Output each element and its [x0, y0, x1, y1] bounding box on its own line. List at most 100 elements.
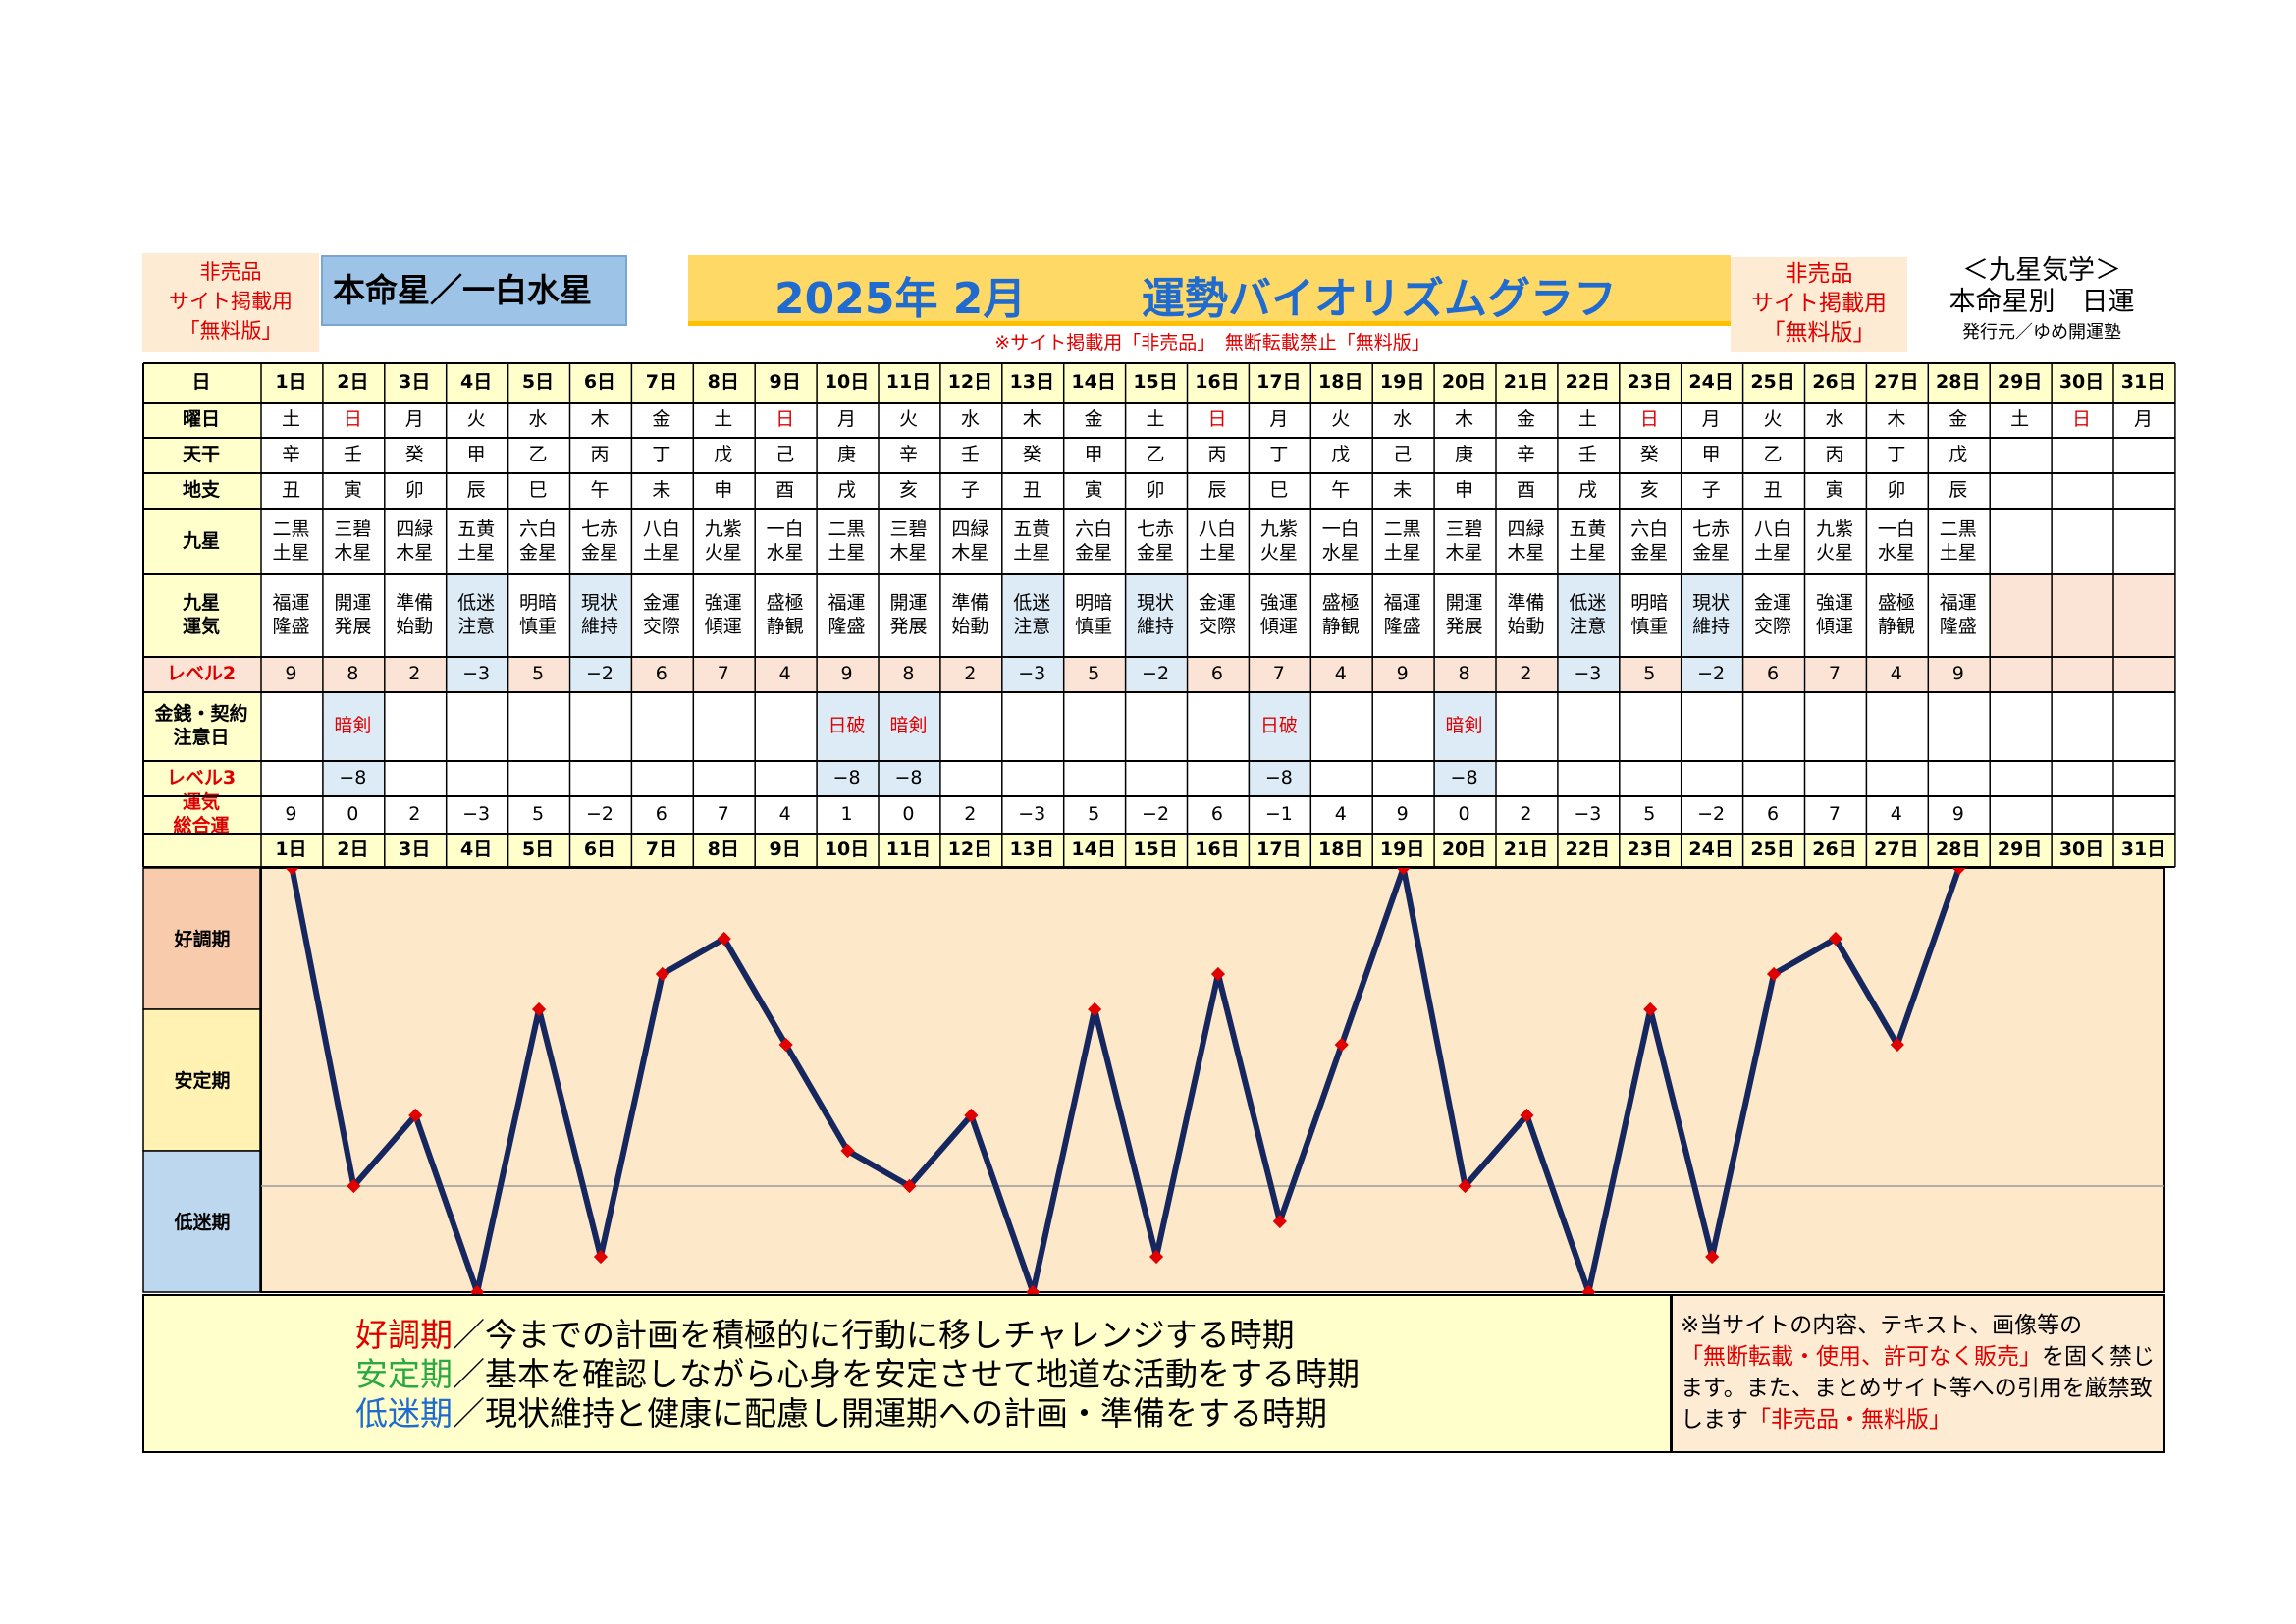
kyusei-text: 土星: [642, 541, 680, 564]
level3-cell: [1618, 760, 1681, 795]
days-cell: 24日: [1680, 362, 1742, 402]
total-cell: 4: [1865, 795, 1928, 833]
level2-cell: 2: [383, 656, 446, 691]
unki-text: 始動: [951, 616, 989, 637]
level3-cell: [507, 760, 569, 795]
money-cell: [630, 691, 693, 760]
zone-label: 好調期: [173, 928, 230, 950]
weekdays-cell: 日: [1186, 402, 1249, 437]
unki-text: 開運: [889, 592, 928, 614]
unki-cell: 福運 隆盛: [1371, 573, 1434, 656]
kyusei-cell: 七赤 金星: [1124, 508, 1187, 573]
chishi-cell: 亥: [1618, 472, 1681, 508]
kyusei-text: 五黄: [457, 517, 496, 540]
honmeisei-label: 本命星／一白水星: [321, 255, 627, 326]
tenkan-cell: 甲: [445, 437, 507, 472]
left-note-line-2: サイト掲載用: [169, 290, 293, 313]
data-point: [1828, 931, 1843, 947]
unki-cell: 現状 維持: [1124, 573, 1187, 656]
days-cell: 8日: [692, 833, 755, 866]
tenkan-cell: 乙: [507, 437, 569, 472]
kyusei-text: 土星: [1939, 541, 1977, 564]
unki-text: 明暗: [519, 592, 558, 614]
total-cell: [1989, 795, 2052, 833]
unki-cell: 盛極 静観: [1309, 573, 1372, 656]
tenkan-cell: 甲: [1680, 437, 1742, 472]
row-label-days: [142, 833, 260, 866]
weekdays-cell: 月: [383, 402, 446, 437]
days-cell: 6日: [568, 833, 631, 866]
unki-cell: 開運 発展: [1433, 573, 1495, 656]
kyusei-cell: 五黄 土星: [1556, 508, 1619, 573]
money-cell: [568, 691, 631, 760]
level3-cell: [1000, 760, 1063, 795]
days-cell: 24日: [1680, 833, 1742, 866]
days-cell: 19日: [1371, 833, 1434, 866]
site-notice: ※サイト掲載用「非売品」 無断転載禁止「無料版」: [994, 332, 1430, 353]
level3-cell: [1186, 760, 1249, 795]
unki-cell: [1989, 573, 2052, 656]
days-cell: 29日: [1989, 833, 2052, 866]
zone-label: 低迷期: [173, 1211, 230, 1233]
days-cell: 17日: [1248, 833, 1310, 866]
chishi-cell: 寅: [1062, 472, 1125, 508]
unki-text: 注意: [457, 616, 496, 637]
kyusei-text: 木星: [951, 541, 989, 564]
unki-text: 現状: [1692, 592, 1731, 614]
days-cell: 2日: [321, 833, 384, 866]
weekdays-cell: 月: [1680, 402, 1742, 437]
money-cell: [1062, 691, 1125, 760]
days-cell: 25日: [1741, 833, 1804, 866]
kyusei-cell: 一白 水星: [754, 508, 817, 573]
zone-band: [142, 1150, 261, 1293]
kyusei-text: 六白: [1630, 517, 1669, 540]
row-label-kyusei: 九星: [142, 508, 260, 573]
total-cell: −3: [445, 795, 507, 833]
chishi-cell: 未: [630, 472, 693, 508]
unki-cell: 金運 交際: [1741, 573, 1804, 656]
weekdays-cell: 月: [2112, 402, 2174, 437]
days-cell: 11日: [878, 362, 939, 402]
days-cell: 26日: [1803, 833, 1866, 866]
kyusei-text: 金星: [519, 541, 558, 564]
unki-text: 現状: [580, 592, 618, 614]
money-cell: [383, 691, 446, 760]
total-cell: 5: [1618, 795, 1681, 833]
kyusei-cell: 四緑 木星: [1495, 508, 1557, 573]
level2-cell: 8: [321, 656, 384, 691]
unki-cell: 開運 発展: [321, 573, 384, 656]
weekdays-cell: 金: [1495, 402, 1557, 437]
kyusei-title: ＜九星気学＞: [1962, 255, 2121, 286]
level2-cell: 5: [1062, 656, 1125, 691]
chishi-cell: 子: [938, 472, 1001, 508]
weekdays-cell: 金: [1927, 402, 1990, 437]
level3-cell: [1371, 760, 1434, 795]
kyusei-cell: 二黒 土星: [816, 508, 878, 573]
unki-text: 開運: [334, 592, 372, 614]
unki-cell: 福運 隆盛: [260, 573, 322, 656]
weekdays-cell: 水: [1803, 402, 1866, 437]
tenkan-cell: 庚: [816, 437, 878, 472]
unki-cell: 明暗 慎重: [1062, 573, 1125, 656]
days-cell: 7日: [630, 362, 693, 402]
total-cell: 6: [1186, 795, 1249, 833]
level3-cell: [754, 760, 817, 795]
tenkan-cell: [2112, 437, 2174, 472]
money-cell: [1927, 691, 1990, 760]
level2-cell: [2112, 656, 2174, 691]
unki-text: 金運: [1198, 592, 1236, 614]
days-cell: 4日: [445, 362, 507, 402]
data-point: [1148, 1249, 1164, 1265]
days-cell: 3日: [383, 833, 446, 866]
weekdays-cell: 木: [1433, 402, 1495, 437]
data-point: [1520, 1108, 1534, 1123]
kyusei-text: 九紫: [704, 517, 742, 540]
unki-text: 準備: [951, 592, 989, 614]
days-cell: 25日: [1741, 362, 1804, 402]
fortune-line: [289, 865, 1962, 1295]
level3-cell: −8: [1433, 760, 1495, 795]
level2-cell: 7: [1803, 656, 1866, 691]
kyusei-text: 木星: [889, 541, 928, 564]
days-cell: 23日: [1618, 833, 1681, 866]
tenkan-cell: 戊: [1927, 437, 1990, 472]
